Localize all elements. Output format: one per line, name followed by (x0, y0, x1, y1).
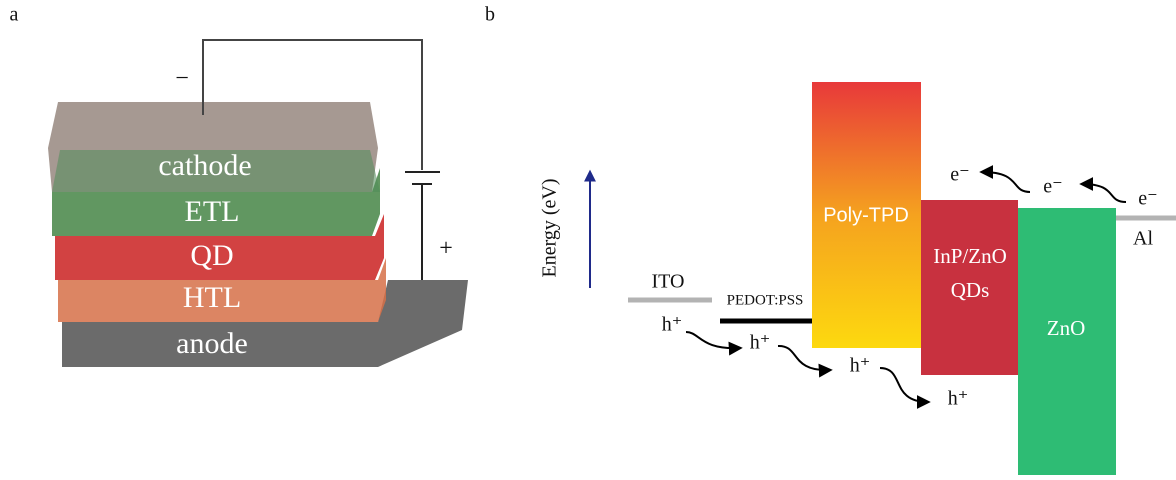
axis-label: Energy (eV) (539, 178, 561, 277)
wire (202, 39, 423, 170)
panel-label: a (10, 4, 19, 26)
electron-arrow (1079, 177, 1127, 203)
cathode-layer (52, 150, 380, 192)
level-label: ITO (652, 271, 685, 293)
block-label: ZnO (1047, 316, 1086, 340)
layer-label: ETL (185, 195, 240, 228)
block-label: Poly-TPD (823, 204, 909, 226)
layer-label: anode (176, 327, 248, 360)
electron-label: e⁻ (1043, 176, 1062, 198)
hole-arrow (777, 344, 833, 378)
panel-label: b (485, 4, 495, 26)
block-label: QDs (951, 278, 990, 302)
layer-label: QD (190, 239, 233, 272)
poly-tpd-block (812, 82, 921, 348)
qd-layer (55, 214, 384, 280)
electron-label: e⁻ (1138, 188, 1157, 210)
plus-sign: + (439, 236, 453, 262)
electron-label: e⁻ (950, 164, 969, 186)
hole-arrow (685, 331, 743, 356)
block-label: InP/ZnO (933, 244, 1007, 268)
etl-layer (52, 168, 380, 236)
qd-block (921, 200, 1018, 375)
hole-label: h⁺ (850, 355, 871, 377)
layer-label: cathode (158, 149, 251, 182)
level-label: Al (1133, 228, 1153, 250)
anode-layer (62, 280, 468, 367)
htl-layer (58, 258, 386, 322)
hole-label: h⁺ (662, 314, 683, 336)
hole-arrow (879, 367, 931, 409)
hole-label: h⁺ (948, 388, 969, 410)
layer-label: HTL (183, 281, 241, 314)
electron-arrow (979, 165, 1031, 193)
level-label: PEDOT:PSS (727, 292, 804, 308)
minus-sign: − (175, 66, 189, 92)
hole-label: h⁺ (750, 332, 771, 354)
zno-block (1018, 208, 1116, 475)
